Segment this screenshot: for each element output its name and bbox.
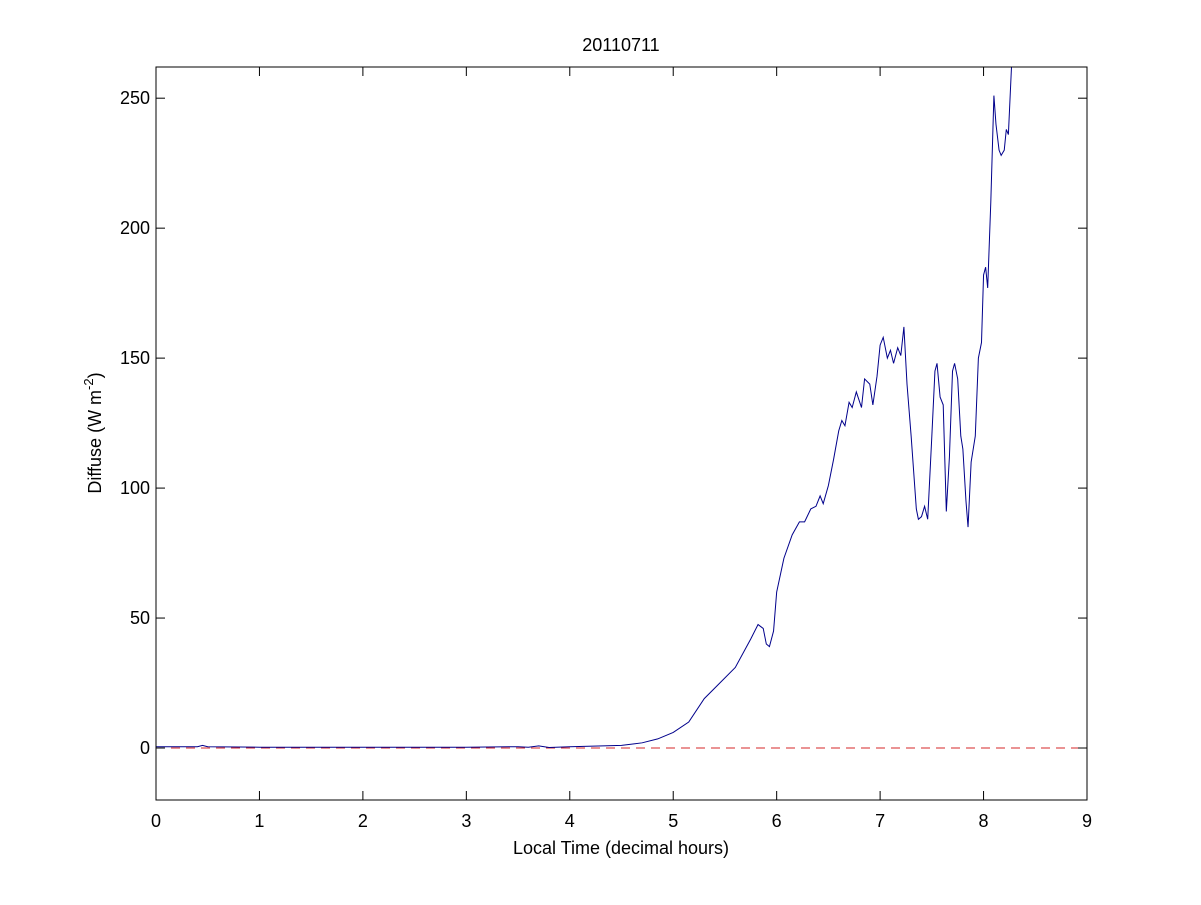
x-tick-label: 2 (358, 811, 368, 831)
y-axis-label-part: Diffuse (W m (85, 390, 105, 494)
x-tick-label: 8 (979, 811, 989, 831)
y-tick-label: 150 (120, 348, 150, 368)
data-line (156, 67, 1012, 748)
x-axis-label: Local Time (decimal hours) (513, 838, 729, 858)
x-tick-label: 4 (565, 811, 575, 831)
x-tick-label: 0 (151, 811, 161, 831)
y-tick-label: 100 (120, 478, 150, 498)
x-tick-label: 7 (875, 811, 885, 831)
y-tick-label: 0 (140, 738, 150, 758)
x-tick-label: 9 (1082, 811, 1092, 831)
y-tick-label: 200 (120, 218, 150, 238)
y-tick-label: 250 (120, 88, 150, 108)
y-tick-label: 50 (130, 608, 150, 628)
y-axis-label-part: ) (85, 372, 105, 378)
x-tick-label: 6 (772, 811, 782, 831)
x-tick-label: 5 (668, 811, 678, 831)
chart-title: 20110711 (582, 35, 659, 55)
x-tick-label: 3 (461, 811, 471, 831)
y-axis-label-sup: -2 (81, 378, 96, 390)
y-axis-label: Diffuse (W m-2) (81, 372, 105, 493)
x-tick-label: 1 (254, 811, 264, 831)
plot-frame (155, 66, 1088, 801)
